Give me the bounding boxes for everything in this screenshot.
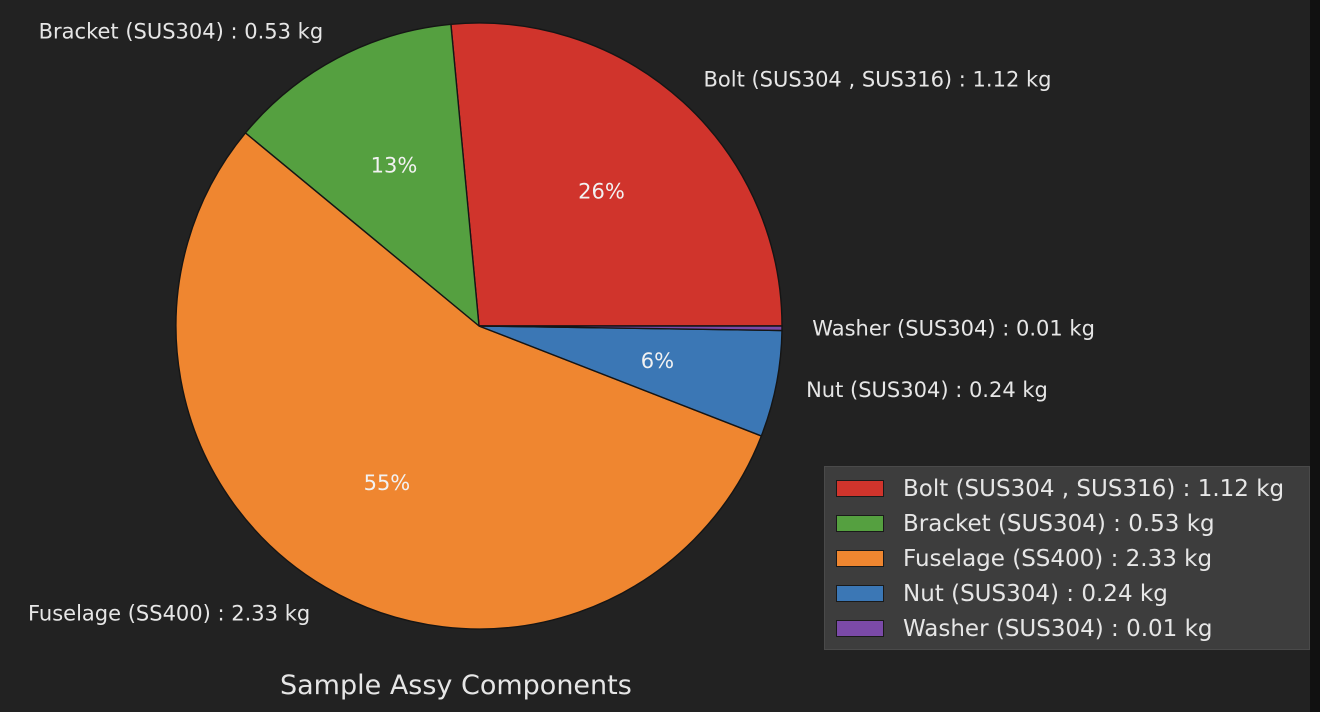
legend-item-bracket: Bracket (SUS304) : 0.53 kg	[825, 506, 1309, 541]
pie-slice-washer	[478, 325, 783, 332]
legend: Bolt (SUS304 , SUS316) : 1.12 kg Bracket…	[824, 466, 1310, 650]
pie-slice-fuselage	[175, 131, 763, 630]
pct-label-nut: 6%	[641, 349, 674, 373]
legend-swatch	[836, 550, 884, 567]
legend-swatch	[836, 585, 884, 602]
pie-slices	[175, 22, 783, 630]
window-edge	[1310, 0, 1320, 712]
legend-item-bolt: Bolt (SUS304 , SUS316) : 1.12 kg	[825, 471, 1309, 506]
pct-label-bracket: 13%	[371, 153, 418, 177]
percentage-labels: 26% 13% 55% 6%	[364, 153, 674, 494]
pie-slice-bracket	[244, 23, 480, 328]
slice-label-washer: Washer (SUS304) : 0.01 kg	[812, 316, 1095, 340]
legend-swatch	[836, 515, 884, 532]
pie-slice-bolt	[450, 22, 783, 327]
slice-label-fuselage: Fuselage (SS400) : 2.33 kg	[28, 601, 310, 625]
legend-swatch	[836, 480, 884, 497]
legend-swatch	[836, 620, 884, 637]
pct-label-bolt: 26%	[578, 180, 625, 204]
legend-item-fuselage: Fuselage (SS400) : 2.33 kg	[825, 541, 1309, 576]
slice-label-bolt: Bolt (SUS304 , SUS316) : 1.12 kg	[703, 68, 1051, 92]
pct-label-fuselage: 55%	[364, 471, 411, 495]
legend-label: Nut (SUS304) : 0.24 kg	[903, 580, 1168, 607]
legend-label: Fuselage (SS400) : 2.33 kg	[903, 545, 1213, 572]
slice-label-bracket: Bracket (SUS304) : 0.53 kg	[39, 19, 324, 43]
legend-label: Bolt (SUS304 , SUS316) : 1.12 kg	[903, 475, 1285, 502]
chart-title: Sample Assy Components	[280, 670, 632, 701]
slice-label-nut: Nut (SUS304) : 0.24 kg	[806, 378, 1048, 402]
slice-labels: Bolt (SUS304 , SUS316) : 1.12 kg Bracket …	[28, 19, 1095, 625]
legend-label: Washer (SUS304) : 0.01 kg	[903, 615, 1213, 642]
legend-label: Bracket (SUS304) : 0.53 kg	[903, 510, 1215, 537]
legend-item-washer: Washer (SUS304) : 0.01 kg	[825, 611, 1309, 646]
legend-item-nut: Nut (SUS304) : 0.24 kg	[825, 576, 1309, 611]
